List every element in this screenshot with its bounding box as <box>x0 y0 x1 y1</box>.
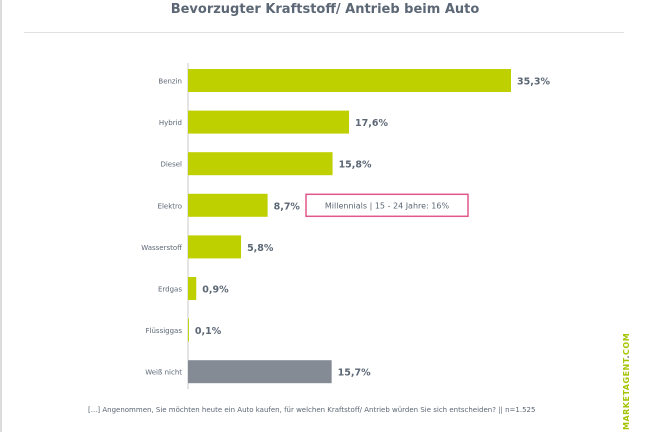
bar-wasserstoff <box>188 235 242 259</box>
value-label-fluessiggas: 0,1% <box>195 326 222 337</box>
brand-logo: MARKETAGENT.COM <box>622 332 631 430</box>
value-label-weiss-nicht: 15,7% <box>338 368 371 379</box>
value-label-benzin: 35,3% <box>517 77 550 88</box>
category-label-elektro: Elektro <box>158 202 182 210</box>
bar-diesel <box>188 152 333 176</box>
value-label-wasserstoff: 5,8% <box>247 243 274 254</box>
annotation-box <box>305 193 469 218</box>
category-label-wasserstoff: Wasserstoff <box>141 244 182 252</box>
left-border <box>0 0 2 432</box>
category-label-weiss-nicht: Weiß nicht <box>145 369 182 377</box>
category-label-diesel: Diesel <box>160 161 182 169</box>
category-label-hybrid: Hybrid <box>159 119 182 127</box>
value-label-diesel: 15,8% <box>339 160 372 171</box>
bar-benzin <box>188 69 511 92</box>
bar-fluessiggas <box>188 318 189 342</box>
annotation-text: Millennials | 15 - 24 Jahre: 16% <box>325 201 450 210</box>
bar-hybrid <box>188 110 350 134</box>
bar-erdgas <box>188 277 197 300</box>
value-label-elektro: 8,7% <box>274 201 301 212</box>
chart-title: Bevorzugter Kraftstoff/ Antrieb beim Aut… <box>170 2 480 17</box>
value-label-erdgas: 0,9% <box>202 285 229 296</box>
category-label-erdgas: Erdgas <box>158 286 182 294</box>
bar-weiss-nicht <box>188 360 332 384</box>
category-label-fluessiggas: Flüssiggas <box>146 327 183 335</box>
title-separator <box>24 32 624 33</box>
category-label-benzin: Benzin <box>158 78 182 86</box>
value-label-hybrid: 17,6% <box>355 118 388 129</box>
bar-elektro <box>188 193 268 217</box>
footnote: [...] Angenommen, Sie möchten heute ein … <box>88 406 536 414</box>
